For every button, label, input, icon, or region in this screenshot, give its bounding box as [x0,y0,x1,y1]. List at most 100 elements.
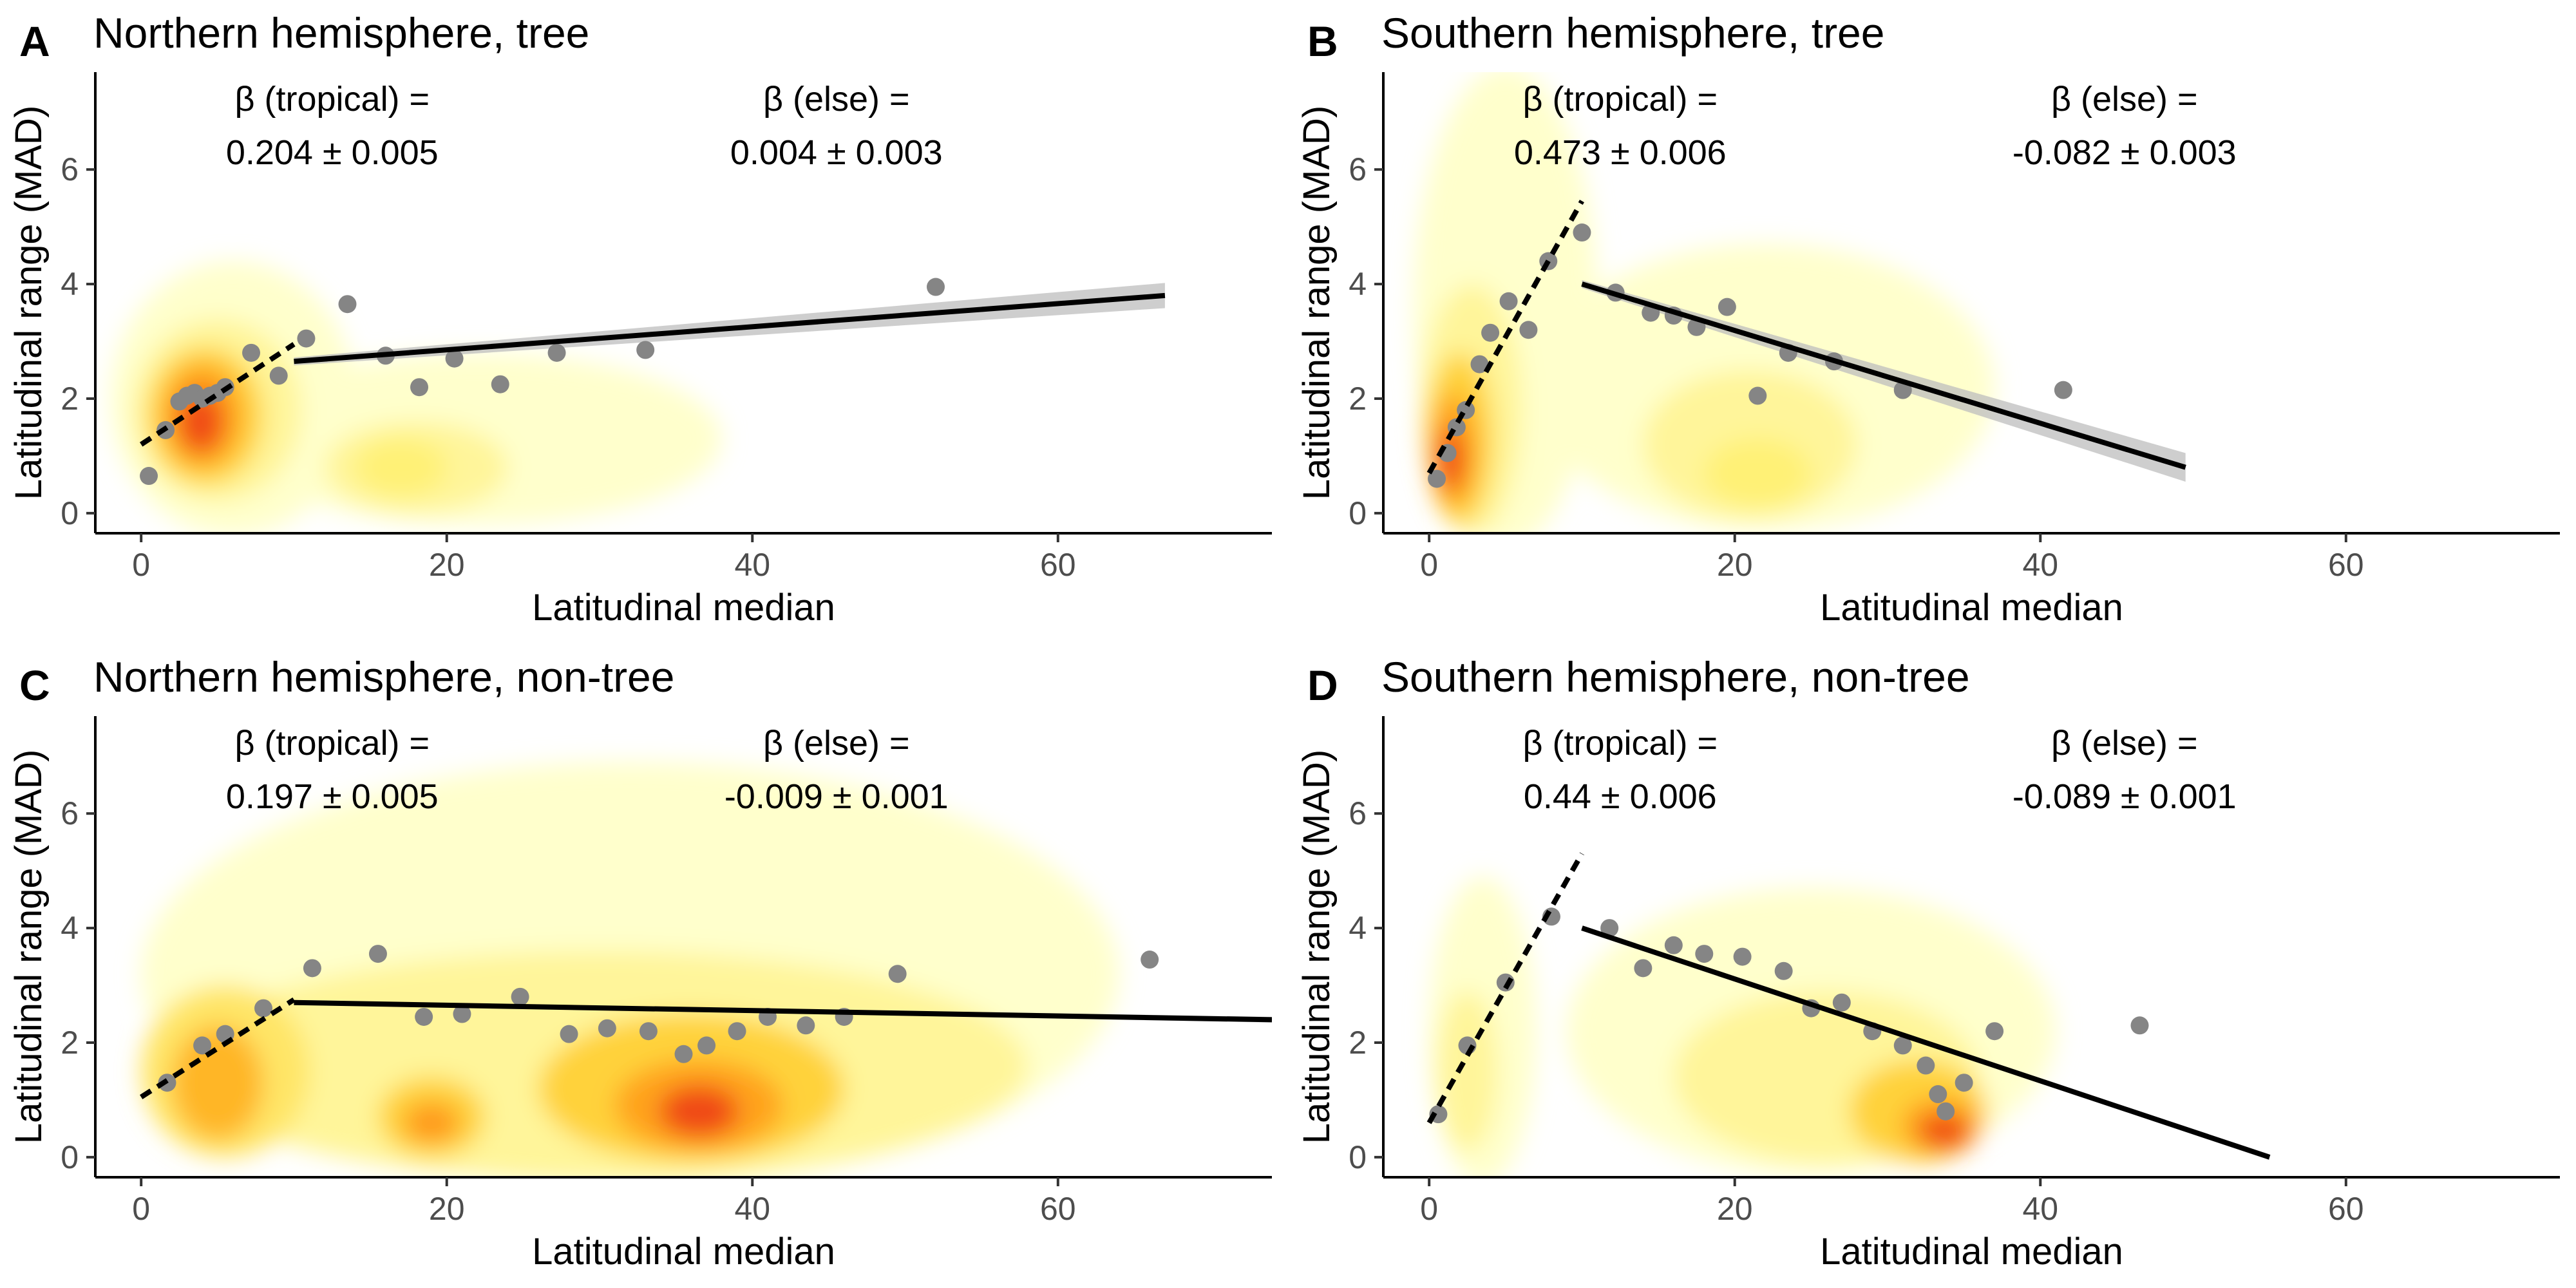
x-tick-label: 20 [429,547,465,583]
data-point-12 [639,1022,658,1041]
panel-letter: C [19,661,50,709]
x-tick-label: 0 [1420,547,1438,583]
data-point-6 [1634,959,1653,978]
x-tick-label: 0 [1420,1191,1438,1227]
density-field [141,762,1119,1177]
data-point-17 [797,1016,815,1035]
y-axis-title: Latitudinal range (MAD) [1296,750,1338,1144]
data-point-7 [415,1007,433,1026]
y-axis-title: Latitudinal range (MAD) [8,750,50,1144]
density-contour [1919,1114,1969,1149]
data-point-7 [1664,936,1683,954]
data-point-19 [888,965,907,983]
y-tick-label: 0 [1349,1139,1367,1175]
data-point-7 [1499,292,1518,310]
x-axis-title: Latitudinal median [1820,1231,2123,1273]
data-point-3 [1496,973,1515,992]
beta-tropical-label: β (tropical) = [1522,80,1718,118]
x-tick-label: 40 [2022,547,2058,583]
y-tick-label: 0 [1349,495,1367,531]
density-contour [171,1025,263,1141]
data-point-12 [297,329,316,348]
x-axis-title: Latitudinal median [1820,587,2123,629]
data-point-2 [193,1036,212,1055]
data-point-16 [445,349,464,368]
data-point-18 [1955,1074,1973,1092]
y-tick-label: 2 [61,381,79,417]
panel-b: 0 20 40 60 0 2 4 6 Latitudinal median Latitudinal… [1296,9,2560,629]
beta-tropical-value: 0.473 ± 0.006 [1514,133,1727,172]
density-contour [1704,439,1812,507]
x-tick-label: 0 [132,1191,150,1227]
x-tick-label: 20 [1717,1191,1753,1227]
else-fit-line [294,292,1166,365]
else-fit-line [294,999,1272,1023]
data-point-14 [697,1036,716,1055]
data-point-20 [2054,381,2072,399]
else-fit-line [1581,925,2271,1160]
data-point-8 [453,1005,471,1023]
data-point-10 [560,1025,578,1043]
panel-title: Northern hemisphere, tree [93,9,589,57]
y-axis-title: Latitudinal range (MAD) [1296,106,1338,500]
data-point-13 [674,1045,693,1063]
data-point-9 [511,987,529,1006]
data-point-17 [491,375,509,393]
data-point-5 [303,959,321,978]
data-point-20 [927,278,945,296]
beta-else-label: β (else) = [2051,80,2198,118]
x-axis-title: Latitudinal median [532,1231,835,1273]
data-point-1 [1428,469,1446,488]
beta-tropical-value: 0.204 ± 0.005 [226,133,439,172]
panel-a: 0 20 40 60 0 2 4 6 Latitudinal median Latitudinal… [8,9,1272,629]
y-tick-label: 0 [61,495,79,531]
panel-letter: B [1307,17,1338,65]
density-contour [659,1085,739,1137]
y-tick-label: 4 [61,910,79,946]
data-point-10 [242,343,261,362]
beta-tropical-label: β (tropical) = [1522,724,1718,762]
x-tick-label: 60 [1040,547,1076,583]
data-point-15 [728,1022,746,1041]
y-tick-label: 6 [1349,151,1367,187]
data-point-5 [1470,355,1489,374]
data-point-13 [338,295,357,314]
data-point-4 [254,999,272,1018]
y-tick-label: 2 [61,1025,79,1061]
x-tick-label: 60 [2328,547,2364,583]
beta-tropical-label: β (tropical) = [234,80,430,118]
data-point-19 [636,341,655,359]
beta-else-value: -0.089 ± 0.001 [2012,777,2237,816]
x-tick-label: 60 [1040,1191,1076,1227]
panel-letter: A [19,17,50,65]
data-point-1 [140,467,158,486]
x-axis-title: Latitudinal median [532,587,835,629]
panel-title: Southern hemisphere, tree [1381,9,1884,57]
beta-else-value: -0.082 ± 0.003 [2012,133,2237,172]
beta-else-label: β (else) = [763,80,910,118]
beta-tropical-label: β (tropical) = [234,724,430,762]
data-point-14 [1893,1036,1912,1055]
tropical-fit-line [1426,200,1584,475]
beta-else-label: β (else) = [763,724,910,762]
data-point-15 [1718,298,1736,316]
beta-tropical-value: 0.197 ± 0.005 [226,777,439,816]
panel-title: Northern hemisphere, non-tree [93,653,674,701]
tropical-fit-line [139,342,296,447]
x-tick-label: 20 [1717,547,1753,583]
data-point-6 [1481,323,1500,342]
density-contour [355,439,447,497]
data-point-15 [410,378,429,397]
density-contour [404,1103,459,1143]
x-tick-label: 20 [429,1191,465,1227]
data-point-10 [1774,961,1793,980]
data-point-20 [2130,1016,2149,1035]
x-tick-label: 40 [734,547,770,583]
data-point-12 [1832,993,1851,1012]
x-tick-label: 40 [734,1191,770,1227]
y-tick-label: 2 [1349,1025,1367,1061]
y-tick-label: 2 [1349,381,1367,417]
y-tick-label: 4 [61,266,79,302]
data-point-11 [598,1019,616,1037]
